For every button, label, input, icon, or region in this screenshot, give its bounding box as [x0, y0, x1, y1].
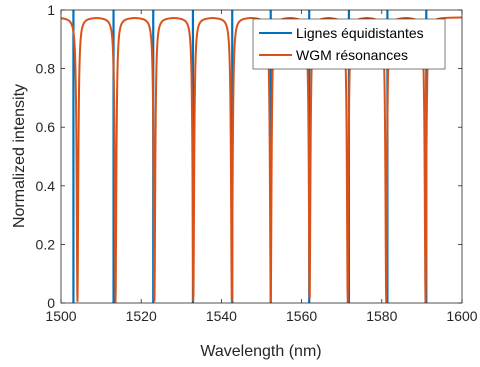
x-tick-label: 1540 — [206, 308, 237, 324]
y-tick-label: 0.4 — [36, 178, 56, 194]
y-tick-label: 1 — [47, 2, 55, 18]
x-tick-label: 1580 — [366, 308, 397, 324]
y-tick-label: 0.8 — [36, 61, 56, 77]
x-tick-label: 1520 — [126, 308, 157, 324]
axes-box — [60, 9, 463, 304]
x-axis-label: Wavelength (nm) — [200, 343, 321, 360]
y-tick-label: 0.6 — [36, 119, 56, 135]
y-axis-label: Normalized intensity — [11, 84, 28, 228]
y-tick-label: 0 — [47, 295, 55, 311]
ticks-layer: 1500 1520 1540 1560 1580 1600 0 0.2 0.4 0.6 0.8 1 — [36, 2, 478, 324]
axes-layer — [60, 9, 463, 304]
x-tick-label: 1600 — [446, 308, 477, 324]
legend-label-wgm: WGM résonances — [296, 47, 408, 63]
legend-box — [252, 18, 446, 70]
legend: Lignes équidistantes WGM résonances — [252, 18, 446, 70]
x-tick-label: 1560 — [286, 308, 317, 324]
y-tick-label: 0.2 — [36, 236, 56, 252]
x-tick-label: 1500 — [45, 308, 76, 324]
legend-label-lignes: Lignes équidistantes — [296, 25, 424, 41]
